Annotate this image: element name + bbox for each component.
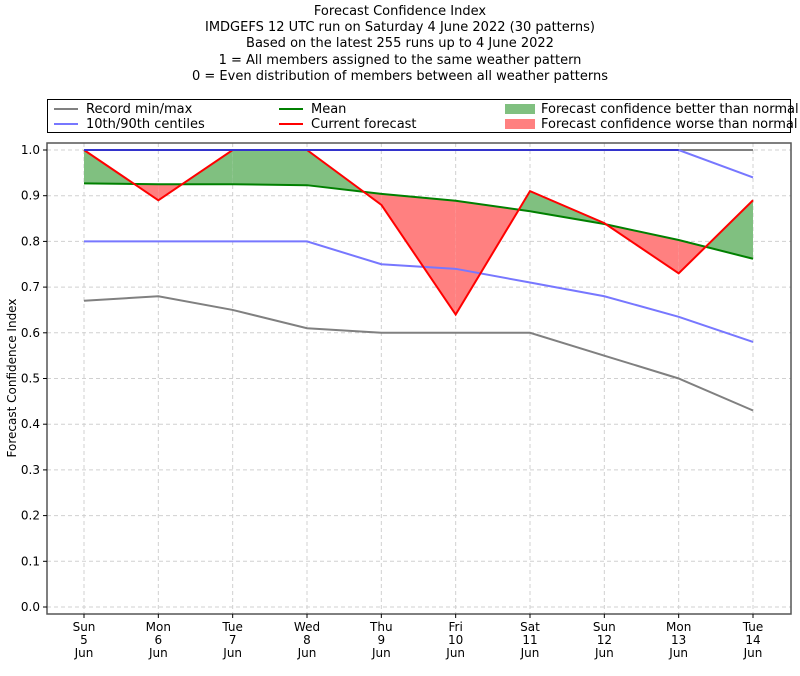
x-tick-label-line: Jun (668, 646, 688, 660)
x-tick-label-line: 11 (522, 633, 537, 647)
title-line: IMDGEFS 12 UTC run on Saturday 4 June 20… (205, 20, 595, 36)
title-line: Forecast Confidence Index (313, 4, 487, 19)
x-tick-label-line: Jun (520, 646, 540, 660)
x-tick-label-line: 10 (448, 633, 463, 647)
fill-worse (455, 200, 519, 315)
legend-item-current: Current forecast (279, 116, 417, 132)
confidence-fills (84, 150, 753, 315)
x-tick-label-line: Thu (369, 620, 393, 634)
legend-item-mean: Mean (279, 101, 346, 117)
x-tick-label-line: Jun (74, 646, 94, 660)
legend-label: Record min/max (86, 101, 193, 117)
x-tick-label-line: Jun (148, 646, 168, 660)
legend-label: Forecast confidence better than normal (541, 101, 799, 117)
x-tick-label-line: Jun (222, 646, 242, 660)
x-tick-label: Mon 13 Jun (666, 620, 691, 660)
y-tick-label: 0.4 (21, 417, 40, 431)
y-axis: 0.0 0.1 0.2 0.3 0.4 0.5 0.6 0.7 0.8 0.9 1.0 (21, 143, 47, 614)
x-tick-label-line: Mon (666, 620, 691, 634)
chart-title: Forecast Confidence Index IMDGEFS 12 UTC… (0, 4, 800, 85)
x-tick-label-line: 13 (671, 633, 686, 647)
legend-item-better: Forecast confidence better than normal (505, 101, 799, 117)
x-tick-label-line: Sun (593, 620, 616, 634)
x-tick-label-line: Wed (294, 620, 320, 634)
legend-swatch-centiles (54, 123, 78, 125)
x-tick-label-line: Tue (221, 620, 243, 634)
x-tick-label-line: Sat (520, 620, 540, 634)
x-tick-label-line: Jun (445, 646, 465, 660)
x-tick-label-line: 7 (229, 633, 237, 647)
x-tick-label-line: 6 (155, 633, 163, 647)
title-line: 0 = Even distribution of members between… (191, 68, 609, 84)
legend-swatch-mean (279, 108, 303, 110)
x-tick-label-line: 5 (80, 633, 88, 647)
y-tick-label: 0.6 (21, 326, 40, 340)
y-tick-label: 0.3 (21, 463, 40, 477)
x-tick-label: Sun 5 Jun (73, 620, 96, 660)
x-tick-label-line: Fri (449, 620, 463, 634)
x-tick-label: Wed 8 Jun (294, 620, 320, 660)
x-tick-label-line: Jun (371, 646, 391, 660)
x-tick-label-line: Jun (743, 646, 763, 660)
y-tick-label: 0.8 (21, 234, 40, 248)
legend: Record min/max 10th/90th centiles Mean C… (47, 99, 799, 133)
x-tick-label-line: Tue (742, 620, 764, 634)
series-line-10th-centile (84, 240, 754, 343)
series-line-90th-centile (84, 149, 754, 179)
y-tick-label: 0.9 (21, 189, 40, 203)
series-line-record-min (83, 295, 754, 412)
series-line-current-forecast (83, 149, 754, 317)
legend-label: Current forecast (311, 116, 417, 132)
legend-swatch-better (505, 104, 535, 114)
x-tick-label-line: Sun (73, 620, 96, 634)
legend-item-worse: Forecast confidence worse than normal (505, 116, 798, 132)
legend-label: Mean (311, 101, 347, 117)
y-axis-label: Forecast Confidence Index (5, 299, 19, 458)
legend-swatch-current (279, 123, 303, 125)
series-lines (83, 149, 754, 412)
y-tick-label: 0.1 (21, 554, 40, 568)
legend-swatch-record (54, 108, 78, 110)
legend-item-record: Record min/max (54, 101, 192, 117)
x-tick-label-line: Jun (297, 646, 317, 660)
fill-better (232, 150, 307, 186)
legend-item-centiles: 10th/90th centiles (54, 116, 205, 132)
x-tick-label: Tue 7 Jun (221, 620, 243, 660)
x-tick-label: Tue 14 Jun (742, 620, 764, 660)
x-tick-label: Sat 11 Jun (520, 620, 541, 660)
fill-worse (678, 240, 706, 274)
y-tick-label: 0.2 (21, 509, 40, 523)
x-tick-label: Mon 6 Jun (146, 620, 171, 660)
x-tick-label: Thu 9 Jun (369, 620, 393, 660)
x-tick-label-line: 9 (378, 633, 386, 647)
series-line-mean (83, 182, 754, 260)
x-tick-label: Fri 10 Jun (445, 620, 465, 660)
y-tick-label: 1.0 (21, 143, 40, 157)
x-tick-label-line: Mon (146, 620, 171, 634)
legend-swatch-worse (505, 119, 535, 129)
x-tick-label: Sun 12 Jun (593, 620, 616, 660)
x-tick-label-line: 12 (597, 633, 612, 647)
title-line: Based on the latest 255 runs up to 4 Jun… (246, 36, 554, 52)
y-tick-label: 0.5 (21, 372, 40, 386)
y-tick-label: 0.0 (21, 600, 40, 614)
x-tick-label-line: 8 (303, 633, 311, 647)
fill-better (705, 200, 753, 259)
legend-label: Forecast confidence worse than normal (541, 116, 798, 132)
fill-worse (381, 193, 456, 315)
x-tick-label-line: Jun (594, 646, 614, 660)
title-line: 1 = All members assigned to the same wea… (218, 52, 582, 68)
legend-label: 10th/90th centiles (86, 116, 205, 132)
y-tick-label: 0.7 (21, 280, 40, 294)
x-tick-label-line: 14 (745, 633, 760, 647)
